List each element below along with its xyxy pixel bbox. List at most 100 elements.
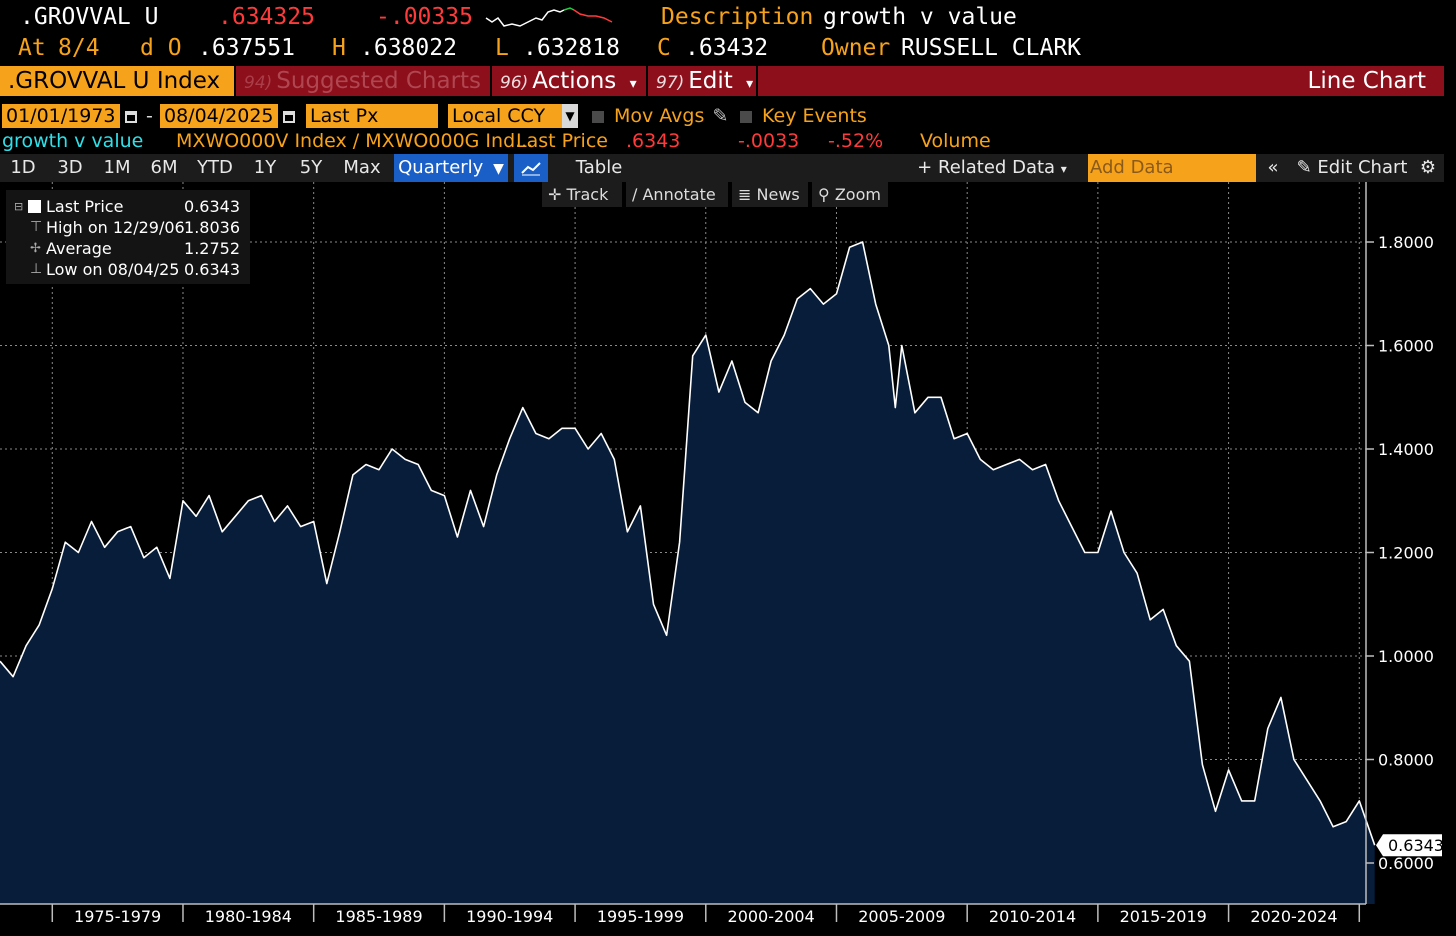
line-chart-icon[interactable] <box>514 154 548 182</box>
list-icon: ≣ <box>738 185 752 204</box>
series-swatch-icon <box>28 200 41 213</box>
news-tool[interactable]: ≣ News <box>732 182 808 207</box>
plus-icon: + <box>917 157 933 178</box>
collapse-box-icon[interactable]: ⊟ <box>14 200 24 213</box>
period-max-button[interactable]: Max <box>343 157 381 178</box>
chart-legend: ⊟ Last Price 0.6343 ⊤ High on 12/29/06 1… <box>6 190 250 284</box>
gear-icon[interactable]: ⚙ <box>1419 157 1437 178</box>
actions-menu[interactable]: 96) Actions ▾ <box>492 66 648 96</box>
low-label: L <box>495 35 509 61</box>
menu-bar: .GROVVAL U Index 94)Suggested Charts ▾ 9… <box>0 66 1444 124</box>
caret-down-icon: ▾ <box>1060 162 1067 176</box>
checkbox-icon[interactable] <box>740 110 752 123</box>
high-marker-icon: ⊤ <box>30 219 43 235</box>
suggested-label: Suggested Charts <box>276 68 482 94</box>
x-tick-label: 2005-2009 <box>858 907 945 926</box>
x-tick-label: 1995-1999 <box>597 907 684 926</box>
low-value: .632818 <box>523 35 620 61</box>
owner-label: Owner <box>821 35 891 61</box>
key-events-toggle[interactable]: Key Events <box>740 104 867 128</box>
close-value: .63432 <box>685 35 769 61</box>
end-date-input[interactable]: 08/04/2025 <box>160 104 278 128</box>
x-axis: 1975-1979 1980-1984 1985-1989 1990-1994 1995… <box>51 904 1361 926</box>
period-ytd-button[interactable]: YTD <box>197 157 233 178</box>
pencil-icon[interactable]: ✎ <box>712 105 729 127</box>
mov-avgs-toggle[interactable]: Mov Avgs ✎ <box>592 104 728 128</box>
x-tick-label: 1990-1994 <box>466 907 553 926</box>
series-pct-change: -.52% <box>828 130 884 152</box>
legend-value: 1.8036 <box>184 218 240 237</box>
edit-label: Edit <box>688 68 733 94</box>
y-tick-label: 1.4000 <box>1378 440 1434 459</box>
last-value-label: 0.6343 <box>1388 836 1444 855</box>
crosshair-icon: ✛ <box>548 185 562 204</box>
legend-row-low: ⊥ Low on 08/04/25 0.6343 <box>6 259 250 280</box>
volume-label: Volume <box>920 130 991 152</box>
legend-label: Average <box>46 239 112 258</box>
edit-menu[interactable]: 97) Edit ▾ <box>648 66 758 96</box>
calendar-icon[interactable] <box>124 104 140 128</box>
high-label: H <box>332 35 346 61</box>
caret-down-icon: ▾ <box>746 76 754 92</box>
x-tick-label: 2000-2004 <box>728 907 815 926</box>
field-select[interactable]: Last Px <box>306 104 438 128</box>
period-6m-button[interactable]: 6M <box>150 157 178 178</box>
edit-number: 97) <box>656 73 685 93</box>
frequency-label: Quarterly <box>398 157 484 178</box>
last-value-tag <box>1376 834 1442 857</box>
security-field[interactable]: .GROVVAL U Index <box>0 66 236 96</box>
news-label: News <box>756 185 800 204</box>
suggested-number: 94) <box>244 73 273 93</box>
legend-row-high: ⊤ High on 12/29/06 1.8036 <box>6 217 250 238</box>
edit-chart-button[interactable]: ✎ Edit Chart <box>1290 154 1414 182</box>
start-date-input[interactable]: 01/01/1973 <box>2 104 120 128</box>
legend-row-last: ⊟ Last Price 0.6343 <box>6 196 250 217</box>
edit-chart-label: Edit Chart <box>1317 157 1408 178</box>
zoom-tool[interactable]: ⚲ Zoom <box>812 182 888 207</box>
zoom-label: Zoom <box>834 185 881 204</box>
x-tick-label: 1985-1989 <box>335 907 422 926</box>
legend-value: 0.6343 <box>184 260 240 279</box>
track-label: Track <box>566 185 609 204</box>
series-last-label: Last Price <box>516 130 608 152</box>
pen-icon: ∕ <box>632 185 638 204</box>
calendar-icon[interactable] <box>282 104 298 128</box>
y-tick-label: 1.2000 <box>1378 544 1434 563</box>
period-1m-button[interactable]: 1M <box>103 157 131 178</box>
legend-row-average: ✢ Average 1.2752 <box>6 238 250 259</box>
add-data-input[interactable]: Add Data <box>1088 154 1256 182</box>
last-value-marker: 0.6343 <box>1376 834 1444 857</box>
date-range-dash: - <box>146 105 153 127</box>
dropdown-arrow-icon[interactable]: ▼ <box>562 104 578 128</box>
series-last-value: .6343 <box>626 130 681 152</box>
annotate-label: Annotate <box>642 185 716 204</box>
table-button[interactable]: Table <box>575 157 623 178</box>
y-tick-label: 1.8000 <box>1378 233 1434 252</box>
low-marker-icon: ⊥ <box>30 261 43 277</box>
checkbox-icon[interactable] <box>592 110 604 123</box>
suggested-charts-menu[interactable]: 94)Suggested Charts ▾ <box>236 66 492 124</box>
x-tick-label: 1980-1984 <box>205 907 292 926</box>
series-line <box>0 241 1376 846</box>
x-tick-label: 2020-2024 <box>1250 907 1337 926</box>
sparkline-icon <box>485 7 613 27</box>
high-value: .638022 <box>360 35 457 61</box>
period-5y-button[interactable]: 5Y <box>299 157 323 178</box>
period-3d-button[interactable]: 3D <box>57 157 83 178</box>
series-formula: MXWO000V Index / MXWO000G Ind... <box>176 130 534 152</box>
frequency-dropdown[interactable]: Quarterly ▼ <box>394 154 508 182</box>
period-1d-button[interactable]: 1D <box>10 157 36 178</box>
period-1y-button[interactable]: 1Y <box>253 157 277 178</box>
track-tool[interactable]: ✛ Track <box>542 182 622 207</box>
quote-date: 8/4 <box>58 35 100 61</box>
related-data-menu[interactable]: + Related Data ▾ <box>914 154 1070 182</box>
collapse-icon[interactable]: « <box>1267 157 1279 178</box>
legend-label: Last Price <box>46 197 124 216</box>
currency-select[interactable]: Local CCY <box>448 104 562 128</box>
ticker-label: .GROVVAL U <box>20 4 159 30</box>
annotate-tool[interactable]: ∕ Annotate <box>626 182 728 207</box>
price-chart[interactable]: 1.8000 1.6000 1.4000 1.2000 1.0000 0.8000 0.60… <box>0 182 1444 936</box>
series-area <box>0 242 1375 904</box>
x-tick-label: 2015-2019 <box>1120 907 1207 926</box>
close-label: C <box>657 35 671 61</box>
